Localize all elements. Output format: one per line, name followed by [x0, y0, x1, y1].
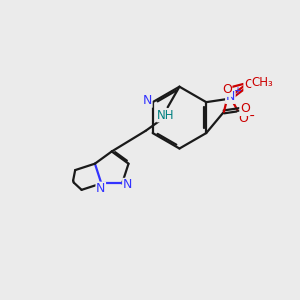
Text: −: − — [245, 110, 255, 123]
Text: O: O — [240, 102, 250, 116]
Text: CH₃: CH₃ — [252, 76, 274, 88]
Text: N: N — [96, 182, 105, 195]
Text: N: N — [123, 178, 132, 191]
Text: N: N — [143, 94, 152, 107]
Text: O: O — [238, 112, 248, 125]
Text: N: N — [226, 90, 235, 104]
Text: +: + — [233, 86, 241, 96]
Text: NH: NH — [157, 109, 174, 122]
Text: O: O — [244, 78, 254, 91]
Text: O: O — [222, 83, 232, 96]
